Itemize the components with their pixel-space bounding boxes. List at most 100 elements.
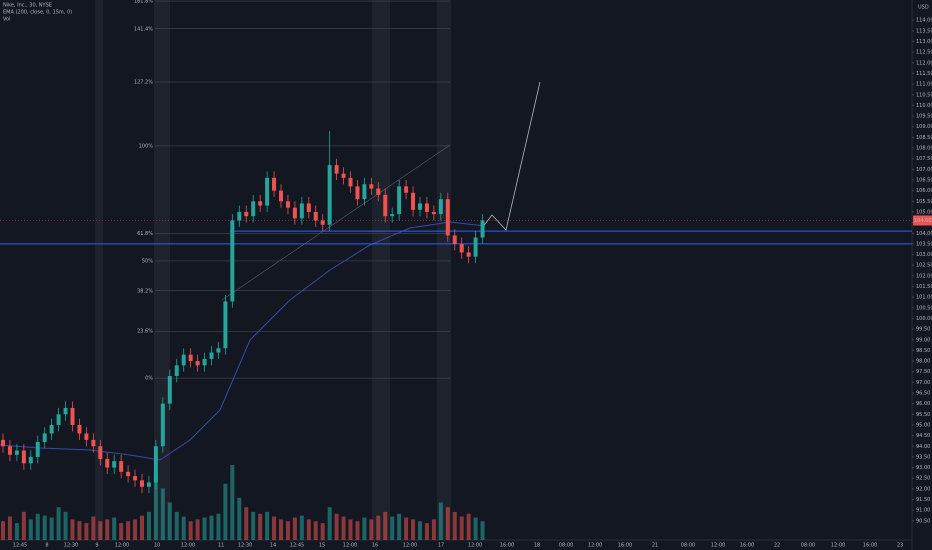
x-tick-label: 12:45 bbox=[290, 543, 304, 549]
y-tick-label: 93.00 bbox=[916, 465, 930, 471]
volume-bar bbox=[404, 517, 409, 540]
y-tick-label: 106.00 bbox=[916, 188, 932, 194]
candle-body bbox=[112, 461, 117, 468]
y-tick-label: 92.00 bbox=[916, 486, 930, 492]
x-tick-label: 12:00 bbox=[468, 543, 482, 549]
x-tick-label: 12:30 bbox=[64, 543, 78, 549]
y-tick-label: 107.00 bbox=[916, 167, 932, 173]
candle-body bbox=[181, 354, 186, 366]
fib-label: 61.8% bbox=[137, 231, 153, 237]
candle-body bbox=[466, 252, 471, 257]
volume-bar bbox=[348, 519, 353, 540]
y-tick-label: 90.50 bbox=[916, 518, 930, 524]
volume-bar bbox=[174, 511, 179, 540]
volume-bar bbox=[56, 507, 61, 540]
chart-title: Nike, Inc., 30, NYSE bbox=[3, 3, 52, 9]
volume-bar bbox=[480, 521, 485, 540]
volume-bar bbox=[299, 515, 304, 540]
candle-body bbox=[376, 188, 381, 195]
x-tick-label: 9 bbox=[95, 543, 98, 549]
volume-bar bbox=[35, 513, 40, 540]
y-tick-label: 100.00 bbox=[916, 316, 932, 322]
volume-bar bbox=[313, 521, 318, 540]
x-tick-label: 12:00 bbox=[343, 543, 357, 549]
x-tick-label: 08:00 bbox=[801, 543, 815, 549]
candle-body bbox=[306, 203, 311, 212]
x-tick-label: 12:00 bbox=[403, 543, 417, 549]
volume-bar bbox=[167, 502, 172, 540]
y-tick-label: 108.00 bbox=[916, 146, 932, 152]
session-band bbox=[95, 0, 103, 540]
candle-body bbox=[209, 352, 214, 359]
volume-bar bbox=[466, 513, 471, 540]
candle-body bbox=[14, 450, 19, 455]
volume-bar bbox=[21, 511, 26, 540]
y-tick-label: 95.00 bbox=[916, 422, 930, 428]
volume-bar bbox=[390, 516, 395, 540]
candle-body bbox=[272, 177, 277, 191]
candle-body bbox=[202, 358, 207, 366]
volume-bar bbox=[251, 511, 256, 540]
x-tick-label: 12:00 bbox=[588, 543, 602, 549]
fib-label: 141.4% bbox=[134, 26, 153, 32]
volume-bar bbox=[424, 523, 429, 540]
last-price-tag bbox=[913, 215, 932, 226]
y-tick-label: 93.50 bbox=[916, 454, 930, 460]
x-tick-label: 8 bbox=[45, 543, 48, 549]
volume-bar bbox=[49, 517, 54, 540]
volume-bar bbox=[105, 519, 110, 540]
candle-body bbox=[167, 375, 172, 404]
volume-bar bbox=[459, 516, 464, 540]
x-tick-label: 12:00 bbox=[115, 543, 129, 549]
fib-label: 127.2% bbox=[134, 80, 153, 86]
volume-bar bbox=[397, 513, 402, 540]
candle-body bbox=[216, 348, 221, 353]
volume-bar bbox=[202, 517, 207, 540]
candle-body bbox=[279, 190, 283, 202]
volume-bar bbox=[160, 488, 165, 540]
candle-body bbox=[133, 476, 138, 481]
candle-body bbox=[480, 220, 485, 238]
y-tick-label: 92.50 bbox=[916, 476, 930, 482]
volume-bar bbox=[140, 515, 144, 540]
y-tick-label: 106.50 bbox=[916, 178, 932, 184]
y-tick-label: 103.50 bbox=[916, 241, 932, 247]
y-tick-label: 91.00 bbox=[916, 508, 930, 514]
candle-body bbox=[28, 456, 33, 464]
y-tick-label: 110.00 bbox=[916, 103, 932, 109]
candle-body bbox=[237, 211, 242, 221]
candle-body bbox=[285, 201, 290, 208]
x-tick-label: 08:00 bbox=[681, 543, 695, 549]
x-tick-label: 12:00 bbox=[711, 543, 725, 549]
candle-body bbox=[313, 211, 318, 221]
candle-body bbox=[126, 471, 131, 477]
candle-body bbox=[35, 442, 40, 457]
volume-bar bbox=[98, 521, 103, 540]
y-tick-label: 94.00 bbox=[916, 444, 930, 450]
y-tick-label: 102.00 bbox=[916, 273, 932, 279]
candle-body bbox=[70, 407, 75, 425]
y-tick-label: 102.50 bbox=[916, 263, 932, 269]
candle-body bbox=[265, 177, 270, 206]
y-tick-label: 109.00 bbox=[916, 124, 932, 130]
volume-bar bbox=[272, 516, 277, 540]
x-tick-label: 08:00 bbox=[559, 543, 573, 549]
y-tick-label: 112.00 bbox=[916, 60, 932, 66]
x-tick-label: 17 bbox=[438, 543, 444, 549]
x-tick-label: 11 bbox=[218, 543, 224, 549]
x-tick-label: 22 bbox=[774, 543, 780, 549]
y-tick-label: 107.50 bbox=[916, 156, 932, 162]
volume-bar bbox=[279, 519, 283, 540]
volume-bar bbox=[84, 523, 89, 540]
candle-body bbox=[49, 424, 54, 434]
y-tick-label: 95.50 bbox=[916, 412, 930, 418]
candle-body bbox=[91, 439, 96, 447]
volume-bar bbox=[265, 511, 270, 540]
volume-bar bbox=[223, 483, 228, 540]
y-tick-label: 100.50 bbox=[916, 305, 932, 311]
volume-bar bbox=[355, 521, 360, 540]
volume-bar bbox=[418, 521, 422, 540]
session-band bbox=[372, 0, 390, 540]
candle-body bbox=[21, 450, 26, 464]
candle-body bbox=[160, 403, 165, 447]
